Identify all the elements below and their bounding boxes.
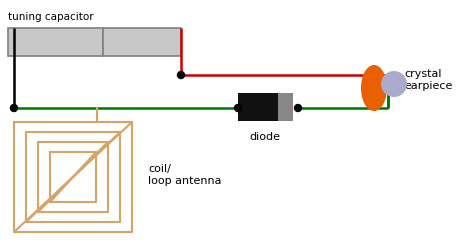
- Bar: [8, 28, 103, 56]
- Text: tuning capacitor: tuning capacitor: [8, 12, 93, 22]
- Circle shape: [178, 72, 185, 78]
- Text: diode: diode: [250, 132, 280, 142]
- Circle shape: [294, 104, 301, 112]
- Ellipse shape: [361, 65, 387, 111]
- Text: crystal
earpiece: crystal earpiece: [404, 69, 453, 91]
- Bar: [278, 93, 293, 121]
- Bar: [103, 28, 181, 56]
- Circle shape: [234, 104, 241, 112]
- Text: coil/
loop antenna: coil/ loop antenna: [148, 164, 222, 186]
- Circle shape: [381, 71, 407, 97]
- Bar: [238, 93, 293, 121]
- Circle shape: [11, 104, 17, 112]
